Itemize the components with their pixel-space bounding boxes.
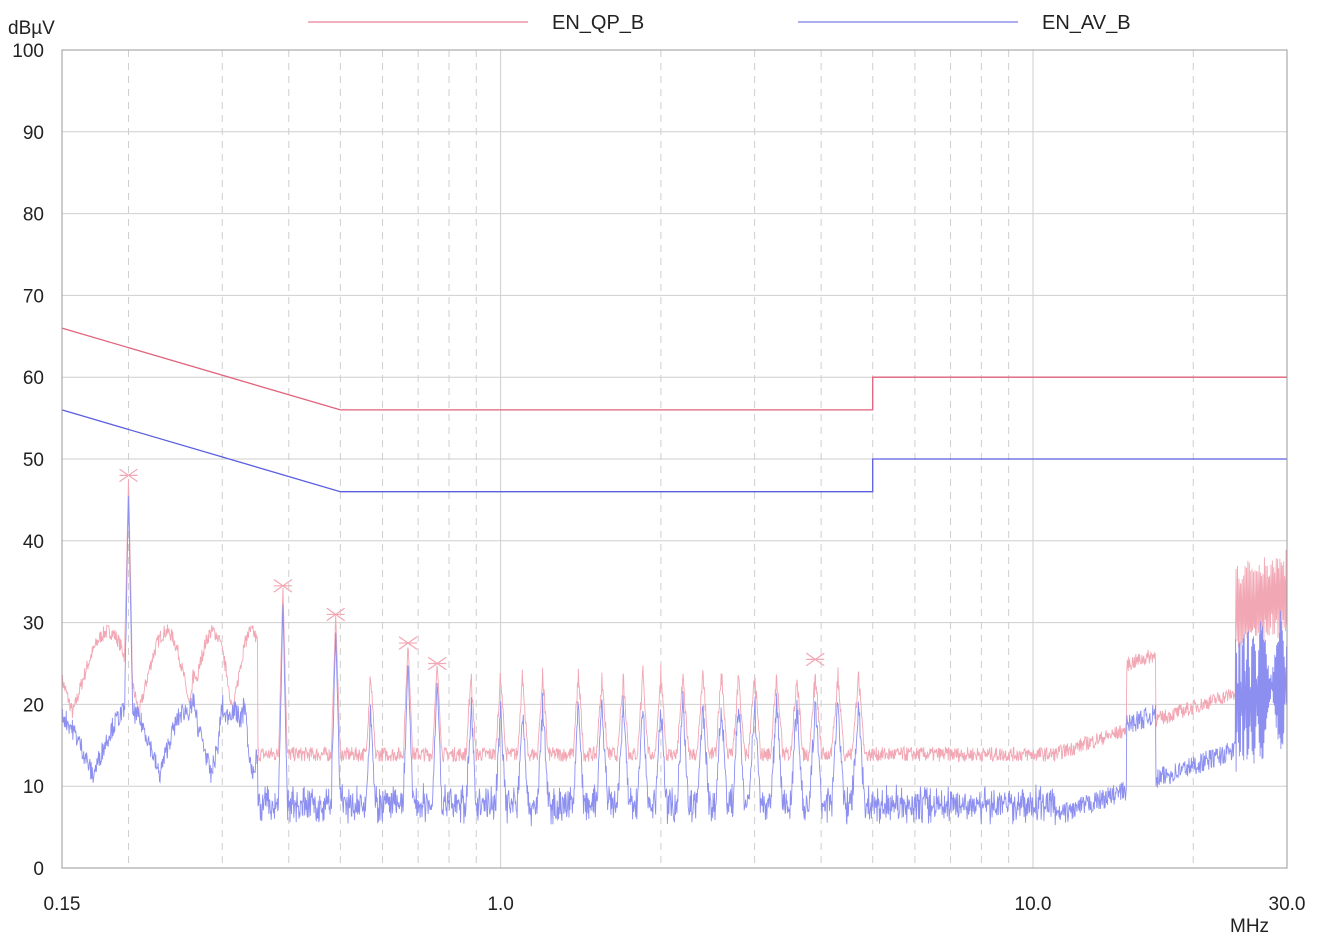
peak-marker [273, 578, 293, 593]
measurement-trace-qp [61, 479, 1288, 763]
legend: EN_QP_B EN_AV_B [308, 12, 1131, 34]
x-tick-label: 0.15 [44, 894, 81, 915]
y-tick-label: 0 [33, 859, 44, 880]
peak-marker [805, 652, 825, 667]
legend-label-av: EN_AV_B [1042, 12, 1131, 34]
y-tick-label: 20 [23, 695, 44, 716]
peak-marker [398, 636, 418, 650]
measurement-trace-av [61, 495, 1288, 827]
y-tick-label: 70 [23, 286, 44, 307]
limit-line-en_av_b [61, 409, 1287, 493]
y-tick-label: 80 [23, 205, 44, 226]
x-tick-label: 30.0 [1269, 894, 1306, 915]
limit-line-en_qp_b [61, 327, 1287, 411]
measurement-traces [61, 479, 1288, 827]
x-tick-label: 10.0 [1015, 894, 1052, 915]
y-tick-label: 10 [23, 777, 44, 798]
peak-marker [119, 468, 138, 483]
limit-lines [61, 327, 1287, 493]
y-tick-labels: 0 10 20 30 40 50 60 70 80 90 100 [12, 41, 44, 880]
peak-marker [427, 656, 447, 671]
y-tick-label: 90 [23, 123, 44, 144]
y-tick-label: 40 [23, 532, 44, 553]
x-tick-labels: 0.15 1.0 10.0 30.0 [44, 894, 1306, 915]
y-tick-label: 60 [23, 368, 44, 389]
x-unit-label: MHz [1230, 916, 1269, 936]
plot-border [61, 49, 1288, 869]
peak-markers [119, 468, 825, 671]
y-tick-label: 30 [23, 614, 44, 635]
y-tick-label: 50 [23, 450, 44, 471]
x-tick-label: 1.0 [487, 894, 513, 915]
y-unit-label: dBµV [8, 18, 55, 39]
legend-label-qp: EN_QP_B [552, 12, 644, 34]
y-tick-label: 100 [12, 41, 44, 62]
peak-marker [326, 607, 346, 622]
